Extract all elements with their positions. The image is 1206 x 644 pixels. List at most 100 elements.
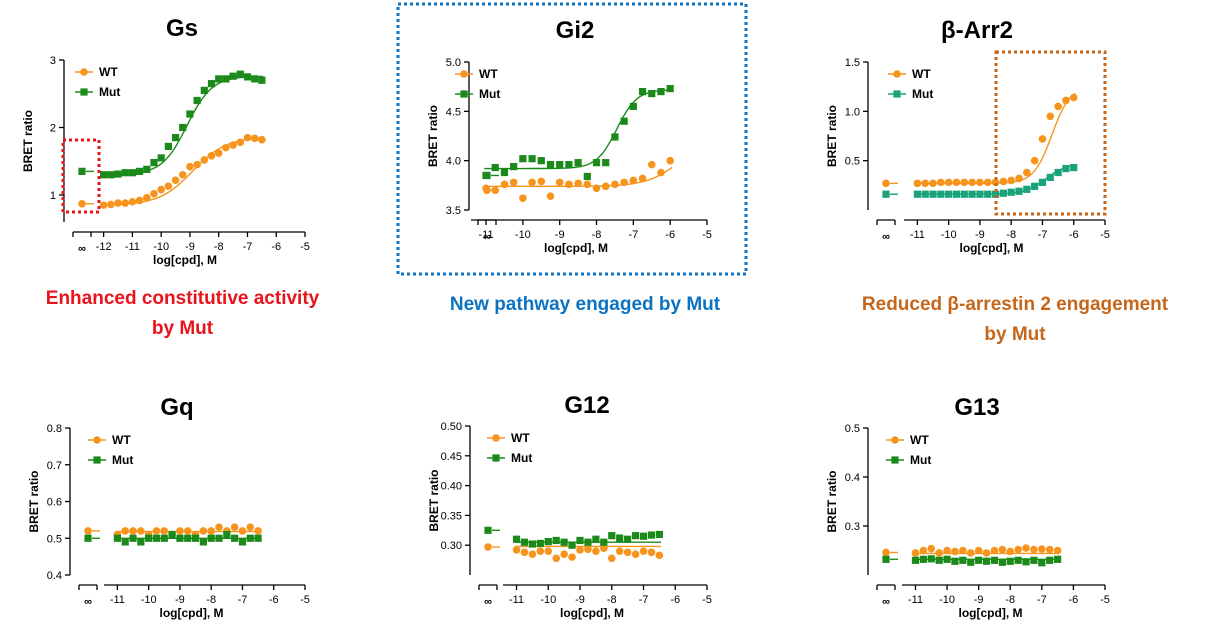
caption-line: Reduced β-arrestin 2 engagement <box>861 294 1169 315</box>
x-axis-label: log[cpd], M <box>959 606 1023 620</box>
data-point <box>176 527 184 535</box>
data-point <box>246 534 254 542</box>
y-tick-label: 2 <box>50 123 56 135</box>
data-point <box>251 75 259 83</box>
data-point <box>927 544 936 553</box>
data-point <box>128 197 137 206</box>
data-point <box>121 169 129 177</box>
series-mut <box>78 70 266 179</box>
data-point <box>944 178 953 187</box>
data-point <box>555 178 564 187</box>
legend-entry-wt: WT <box>88 433 131 447</box>
data-point <box>959 556 967 564</box>
data-point <box>999 189 1007 197</box>
x-tick-label: -11 <box>479 229 494 241</box>
x-tick-label: -8 <box>1005 594 1015 606</box>
data-point <box>199 527 208 535</box>
data-point <box>1045 545 1054 554</box>
x-tick-label: -8 <box>1006 229 1016 241</box>
y-tick-label: 0.4 <box>845 472 860 484</box>
data-point <box>258 76 266 84</box>
data-point <box>1062 164 1070 173</box>
data-point <box>536 547 545 555</box>
series-mut <box>482 85 674 181</box>
data-point <box>520 548 529 557</box>
chart-panel-g13: G13 0.3 0.4 0.5 BRET ratio -11 -10 -9 -8 -7 -6 -5 ∞ l… <box>825 394 1110 620</box>
data-point <box>150 159 158 167</box>
x-tick-label: -9 <box>555 229 565 241</box>
basal-point <box>882 548 890 557</box>
data-point <box>911 549 920 557</box>
y-tick-label: 1.0 <box>845 106 860 118</box>
data-point <box>631 532 640 540</box>
legend-entry-mut: Mut <box>88 453 133 467</box>
data-point <box>537 157 545 165</box>
data-point <box>215 523 223 532</box>
data-point <box>1014 545 1022 554</box>
data-point <box>536 539 544 548</box>
x-tick-label: -5 <box>1100 594 1110 606</box>
y-tick-label: 0.6 <box>47 497 62 509</box>
data-point <box>1054 168 1062 177</box>
x-tick-label: -7 <box>243 241 253 253</box>
legend-label: WT <box>511 431 530 445</box>
data-point <box>1030 545 1038 554</box>
data-point <box>629 176 638 185</box>
series-mut <box>484 526 663 549</box>
data-point <box>114 199 122 207</box>
x-axis-label: log[cpd], M <box>560 606 624 620</box>
data-point <box>520 538 529 546</box>
data-point <box>666 156 674 165</box>
data-point <box>544 547 553 555</box>
data-point <box>574 159 582 167</box>
series-mut <box>882 555 1062 567</box>
basal-point <box>882 179 890 188</box>
x-tick-label: -6 <box>271 241 281 253</box>
legend-marker <box>893 90 901 98</box>
caption-line: by Mut <box>151 318 214 339</box>
data-point <box>238 538 247 546</box>
x-axis-label: log[cpd], M <box>960 241 1024 255</box>
data-point <box>1038 559 1046 567</box>
data-point <box>1046 556 1054 564</box>
data-point <box>482 184 490 193</box>
data-point <box>152 527 161 535</box>
x-tick-label: -6 <box>670 594 680 606</box>
data-point <box>1023 185 1031 193</box>
data-point <box>528 540 536 548</box>
x-tick-label: -8 <box>607 594 617 606</box>
data-point <box>229 141 237 149</box>
caption-reduced-arrestin: Reduced β-arrestin 2 engagement by Mut <box>815 290 1206 350</box>
data-point <box>214 149 223 157</box>
legend-label: WT <box>912 67 931 81</box>
legend-marker <box>492 434 500 442</box>
data-point <box>546 192 555 200</box>
data-point <box>107 171 115 179</box>
x-axis-label: log[cpd], M <box>153 253 217 267</box>
data-point <box>951 557 959 565</box>
fit-curve <box>102 137 264 206</box>
data-point <box>1070 163 1078 172</box>
legend-marker <box>492 454 500 462</box>
x-tick-label: -5 <box>300 241 310 253</box>
data-point <box>943 555 951 563</box>
data-point <box>657 168 665 177</box>
chart-title: Gs <box>166 15 198 42</box>
data-point <box>552 536 560 545</box>
basal-tick-label: ∞ <box>84 596 92 608</box>
legend-entry-mut: Mut <box>487 451 532 465</box>
data-point <box>113 534 121 542</box>
data-point <box>937 178 945 187</box>
chart-panel-gq: Gq 0.4 0.5 0.6 0.7 0.8 BRET ratio -11 -10 -9 -8 -7 -… <box>27 394 310 620</box>
data-point <box>620 117 628 125</box>
data-point <box>1022 558 1030 566</box>
x-tick-label: -6 <box>1069 594 1079 606</box>
chart-panel-g12: G12 0.30 0.35 0.40 0.45 0.50 BRET ratio -11 -10 -… <box>427 392 712 620</box>
y-tick-label: 3 <box>50 55 56 67</box>
data-point <box>1007 188 1015 196</box>
x-tick-label: -9 <box>975 229 985 241</box>
data-point <box>556 161 564 169</box>
data-point <box>171 134 180 142</box>
basal-tick-label: ∞ <box>484 596 492 608</box>
